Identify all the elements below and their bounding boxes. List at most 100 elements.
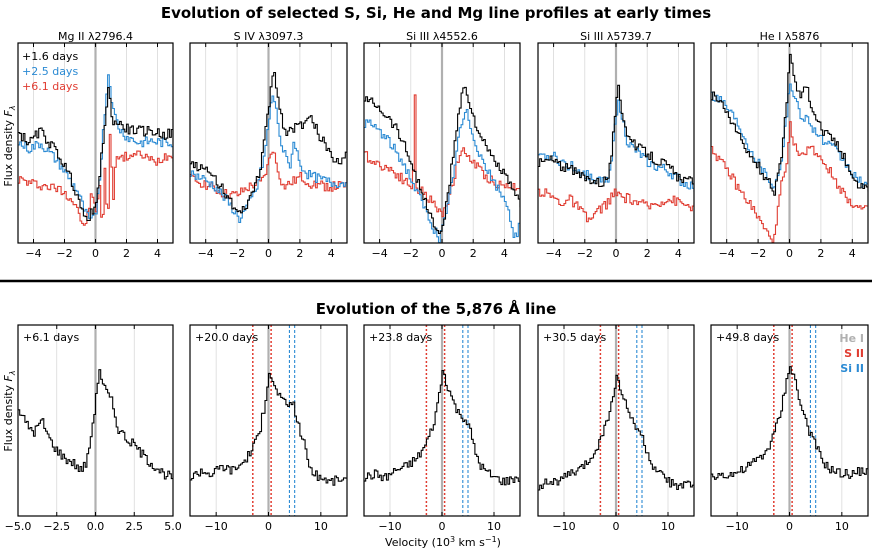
epoch-label: +20.0 days (195, 331, 258, 344)
x-tick-label: 0 (613, 520, 620, 533)
series-line-black (18, 87, 173, 222)
series-line-black (18, 369, 173, 480)
series-line-black (364, 369, 520, 486)
panel-3: −4 −2 0 2 4 Si III λ4552.6 (363, 30, 521, 260)
x-tick-label: −2 (229, 247, 245, 260)
panel-title: He I λ5876 (760, 30, 820, 43)
x-tick-label: 4 (849, 247, 856, 260)
x-tick-label: 2 (644, 247, 651, 260)
series-line-black (711, 53, 868, 196)
series-line-blue (190, 95, 347, 223)
legend-entry: +2.5 days (22, 65, 78, 78)
x-tick-label: 4 (328, 247, 335, 260)
epoch-label: +49.8 days (716, 331, 779, 344)
series-group (538, 84, 694, 223)
epoch-label: +6.1 days (23, 331, 79, 344)
panel-title: Si III λ5739.7 (580, 30, 652, 43)
panel-10: −10 0 10 +49.8 days (710, 324, 869, 533)
x-tick-label: 10 (835, 520, 849, 533)
x-tick-label: 2.5 (126, 520, 144, 533)
panel-2: −4 −2 0 2 4 S IV λ3097.3 (189, 30, 348, 260)
x-tick-label: −4 (719, 247, 735, 260)
x-tick-label: 2 (817, 247, 824, 260)
series-line-black (190, 71, 347, 214)
x-tick-label: −10 (552, 520, 575, 533)
x-tick-label: 0 (439, 520, 446, 533)
series-group (18, 369, 173, 480)
x-tick-label: 10 (314, 520, 328, 533)
x-tick-label: 0 (265, 247, 272, 260)
x-tick-label: 2 (296, 247, 303, 260)
x-tick-label: 0 (786, 520, 793, 533)
x-tick-label: −2 (577, 247, 593, 260)
epoch-label: +30.5 days (543, 331, 606, 344)
series-line-black (364, 86, 520, 235)
x-tick-label: 0.0 (87, 520, 105, 533)
series-line-red (18, 133, 173, 226)
series-group (18, 74, 173, 226)
legend-line-entry: S II (844, 347, 864, 360)
x-tick-label: 4 (154, 247, 161, 260)
epoch-label: +23.8 days (369, 331, 432, 344)
x-tick-label: −4 (198, 247, 214, 260)
panel-title: S IV λ3097.3 (234, 30, 304, 43)
series-group (711, 53, 868, 243)
x-axis-label: Velocity (103 km s−1) (385, 535, 501, 549)
panel-4: −4 −2 0 2 4 Si III λ5739.7 (537, 30, 695, 260)
x-tick-label: −4 (371, 247, 387, 260)
series-line-red (538, 188, 694, 223)
x-tick-label: −10 (726, 520, 749, 533)
series-group (190, 372, 347, 486)
legend-entry: +1.6 days (22, 50, 78, 63)
x-tick-label: 4 (675, 247, 682, 260)
x-tick-label: 4 (501, 247, 508, 260)
panel-6: −5.0 −2.5 0.0 2.5 5.0 +6.1 days (5, 324, 182, 533)
x-tick-label: −5.0 (5, 520, 32, 533)
panel-8: −10 0 10 +23.8 days (363, 324, 521, 533)
panel-title: Si III λ4552.6 (406, 30, 478, 43)
x-tick-label: 2 (470, 247, 477, 260)
panel-5: −4 −2 0 2 4 He I λ5876 (710, 30, 869, 260)
legend-epochs: +1.6 days +2.5 days +6.1 days (22, 50, 78, 93)
x-tick-label: −2 (403, 247, 419, 260)
series-line-red (190, 151, 347, 200)
series-line-blue (711, 83, 868, 189)
series-group (711, 366, 868, 480)
series-line-black (538, 84, 694, 188)
x-tick-label: 2 (123, 247, 130, 260)
panels: −4 −2 0 2 4Mg II λ2796.4−4 −2 0 2 4S IV λ3097.3−… (5, 30, 869, 533)
x-tick-label: 0 (613, 247, 620, 260)
series-line-black (538, 374, 694, 491)
bottom-ylabel: Flux density Fλ (2, 370, 17, 451)
bottom-title: Evolution of the 5,876 Å line (316, 299, 557, 318)
series-group (538, 374, 694, 491)
legend-line-entry: Si II (840, 362, 864, 375)
top-title: Evolution of selected S, Si, He and Mg l… (161, 4, 711, 22)
x-tick-label: −2 (56, 247, 72, 260)
x-tick-label: −2 (750, 247, 766, 260)
panel-1: −4 −2 0 2 4 Mg II λ2796.4 (17, 30, 174, 260)
x-tick-label: −10 (378, 520, 401, 533)
series-group (364, 86, 520, 243)
legend-lines: He I S II Si II (839, 332, 864, 375)
panel-7: −10 0 10 +20.0 days (189, 324, 348, 533)
series-line-red (711, 121, 868, 243)
x-tick-label: −4 (545, 247, 561, 260)
panel-9: −10 0 10 +30.5 days (537, 324, 695, 533)
series-line-blue (364, 108, 520, 243)
legend-entry: +6.1 days (22, 80, 78, 93)
x-tick-label: 0 (439, 247, 446, 260)
series-group (190, 71, 347, 223)
top-ylabel: Flux density Fλ (2, 105, 17, 186)
x-tick-label: 0 (92, 247, 99, 260)
series-line-black (190, 372, 347, 486)
x-tick-label: −2.5 (43, 520, 70, 533)
x-tick-label: −10 (205, 520, 228, 533)
series-line-black (711, 366, 868, 480)
x-tick-label: 0 (786, 247, 793, 260)
series-line-red (364, 94, 520, 218)
x-tick-label: −4 (25, 247, 41, 260)
legend-line-entry: He I (839, 332, 864, 345)
x-tick-label: 5.0 (164, 520, 182, 533)
